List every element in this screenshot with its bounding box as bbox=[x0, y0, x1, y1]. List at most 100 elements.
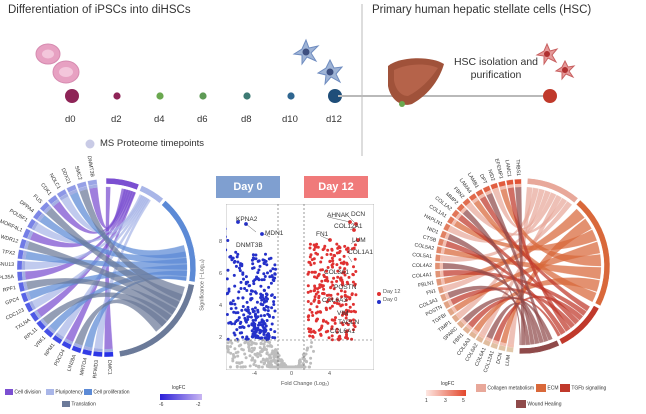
volcano-point bbox=[273, 263, 277, 267]
volcano-label-kpna2: KPNA2 bbox=[236, 216, 258, 223]
right-logfc-tick-3: 3 bbox=[444, 398, 447, 404]
volcano-point bbox=[259, 342, 263, 346]
legend-pluripotency: Pluripotency bbox=[46, 389, 83, 395]
legend-translation: Translation bbox=[62, 401, 96, 407]
volcano-point bbox=[226, 277, 229, 281]
gene-inner-rpl35a bbox=[22, 271, 26, 281]
volcano-point bbox=[343, 294, 347, 298]
volcano-point bbox=[261, 358, 265, 362]
volcano-point bbox=[239, 365, 243, 369]
legend-label: Pluripotency bbox=[55, 389, 83, 396]
volcano-point bbox=[270, 322, 274, 326]
volcano-point bbox=[262, 342, 266, 346]
volcano-point bbox=[247, 324, 251, 328]
volcano-point bbox=[251, 266, 254, 270]
volcano-point bbox=[326, 266, 330, 269]
volcano-point bbox=[277, 359, 281, 363]
volcano-point bbox=[246, 308, 250, 312]
volcano-point bbox=[254, 364, 258, 368]
volcano-point bbox=[338, 266, 342, 270]
volcano-point bbox=[227, 287, 231, 291]
volcano-point bbox=[254, 318, 257, 322]
volcano-point bbox=[259, 284, 263, 288]
volcano-point bbox=[346, 295, 349, 299]
volcano-label-lum: LUM bbox=[352, 237, 366, 244]
volcano-point bbox=[275, 365, 278, 369]
chord-ribbon-lamb1 bbox=[479, 196, 590, 312]
volcano-point bbox=[313, 284, 317, 288]
volcano-label-col12a1: COL12A1 bbox=[334, 223, 363, 230]
volcano-point bbox=[331, 265, 334, 269]
volcano-point bbox=[346, 250, 350, 254]
volcano-point bbox=[235, 328, 239, 332]
chord-ribbon-mmp2 bbox=[462, 209, 535, 345]
legend-label: Cell division bbox=[14, 389, 42, 396]
volcano-point bbox=[233, 347, 237, 351]
volcano-point bbox=[245, 289, 249, 292]
volcano-point bbox=[263, 275, 267, 278]
volcano-point bbox=[262, 258, 266, 262]
volcano-point bbox=[256, 271, 260, 275]
volcano-point bbox=[308, 246, 312, 250]
volcano-point bbox=[331, 283, 335, 287]
volcano-point bbox=[312, 248, 316, 252]
volcano-point bbox=[341, 323, 345, 327]
volcano-point bbox=[261, 324, 265, 328]
volcano-point bbox=[336, 275, 340, 279]
volcano-point bbox=[226, 227, 227, 231]
volcano-point bbox=[239, 343, 243, 347]
volcano-point bbox=[249, 298, 253, 302]
volcano-point bbox=[235, 255, 239, 259]
gene-inner-ddx21 bbox=[68, 189, 78, 196]
volcano-point bbox=[226, 235, 227, 239]
volcano-legend-day0-dot bbox=[377, 300, 381, 304]
chord-ribbon-dnmt3b bbox=[89, 187, 127, 229]
volcano-point bbox=[247, 349, 251, 353]
volcano-point bbox=[252, 327, 256, 331]
volcano-point bbox=[267, 285, 271, 289]
volcano-point bbox=[340, 313, 344, 317]
volcano-label-col1a1: COL1A1 bbox=[348, 249, 373, 256]
volcano-point bbox=[322, 291, 326, 295]
chord-gene-label-snu13: SNU13 bbox=[0, 261, 15, 269]
dihsc-cells-icon bbox=[292, 38, 344, 86]
volcano-legend-day0: Day 0 bbox=[383, 297, 398, 303]
volcano-point bbox=[260, 336, 264, 340]
volcano-point bbox=[308, 334, 312, 338]
volcano-point bbox=[320, 324, 324, 328]
volcano-point bbox=[352, 328, 355, 332]
volcano-point bbox=[324, 320, 328, 324]
volcano-point bbox=[308, 308, 312, 312]
volcano-point bbox=[297, 363, 301, 366]
right-chord-ring bbox=[434, 177, 611, 355]
volcano-point bbox=[352, 246, 356, 250]
volcano-label-dcn: DCN bbox=[351, 211, 366, 218]
volcano-point bbox=[264, 324, 268, 328]
volcano-point bbox=[229, 365, 232, 369]
volcano-point bbox=[256, 352, 259, 355]
volcano-point bbox=[227, 289, 231, 293]
volcano-point bbox=[335, 330, 339, 334]
volcano-point bbox=[265, 293, 269, 297]
legend-label: TGFb signalling bbox=[571, 385, 607, 392]
right-logfc-tick-5: 5 bbox=[462, 398, 465, 404]
volcano-point bbox=[237, 290, 241, 294]
volcano-point bbox=[332, 253, 336, 257]
volcano-point bbox=[263, 289, 266, 292]
gene-inner-dpt bbox=[484, 190, 493, 196]
volcano-point bbox=[331, 262, 335, 266]
chord-ribbon-timp1 bbox=[457, 188, 545, 318]
hsc-label-line1: HSC isolation and bbox=[453, 56, 539, 68]
volcano-point bbox=[348, 296, 352, 300]
volcano-point bbox=[247, 315, 251, 319]
legend-swatch bbox=[84, 389, 92, 395]
volcano-point bbox=[254, 342, 258, 346]
volcano-label-vim: VIM bbox=[337, 310, 349, 317]
volcano-point bbox=[354, 270, 358, 273]
volcano-point bbox=[231, 256, 235, 260]
volcano-point bbox=[320, 285, 324, 288]
volcano-point bbox=[342, 254, 346, 258]
left-logfc-tick-max: -2 bbox=[196, 402, 201, 408]
category-segment-1 bbox=[139, 185, 164, 204]
volcano-point bbox=[237, 316, 241, 320]
